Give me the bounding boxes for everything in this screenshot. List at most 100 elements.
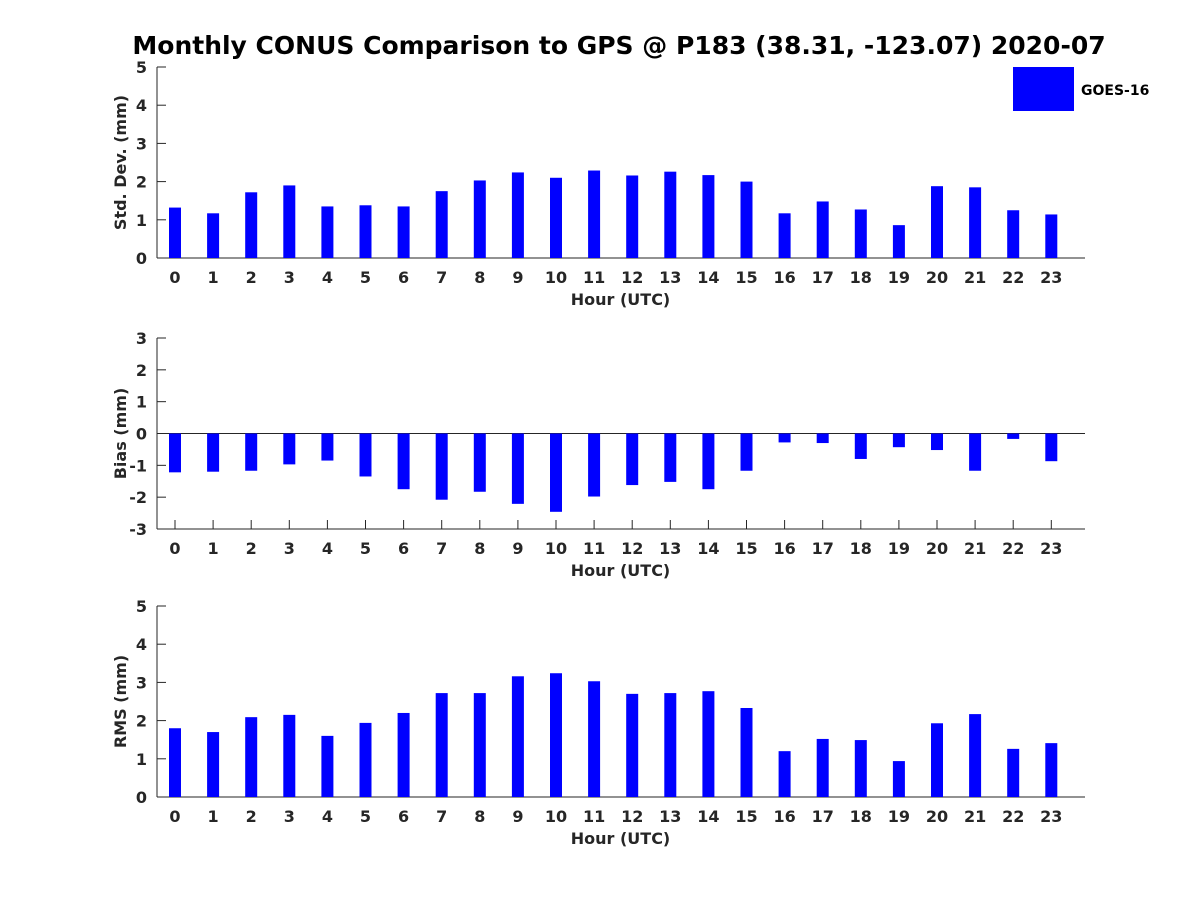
bar-std-dev-hour-20 — [931, 186, 943, 258]
bar-std-dev-hour-2 — [245, 192, 258, 258]
x-tick-label: 6 — [398, 268, 409, 287]
x-tick-label: 2 — [246, 539, 257, 558]
bar-std-dev-hour-6 — [397, 206, 410, 258]
bar-std-dev-hour-14 — [702, 175, 715, 258]
bar-std-dev-hour-23 — [1045, 214, 1058, 258]
bar-bias-hour-3 — [283, 433, 296, 465]
x-tick-label: 3 — [284, 539, 295, 558]
x-tick-label: 23 — [1040, 539, 1062, 558]
bar-rms-hour-13 — [664, 693, 677, 797]
bar-rms-hour-0 — [169, 728, 181, 797]
x-tick-label: 13 — [659, 807, 681, 826]
x-tick-label: 7 — [436, 539, 447, 558]
y-tick-label: 2 — [136, 361, 147, 380]
y-axis-label: RMS (mm) — [111, 655, 130, 748]
x-tick-label: 9 — [512, 539, 523, 558]
y-tick-label: -3 — [129, 520, 147, 539]
bar-std-dev-hour-16 — [778, 213, 791, 258]
bar-std-dev-hour-10 — [550, 177, 562, 258]
x-tick-label: 14 — [697, 539, 719, 558]
bar-rms-hour-16 — [778, 751, 791, 797]
x-tick-label: 10 — [545, 807, 567, 826]
x-tick-label: 8 — [474, 268, 485, 287]
bar-rms-hour-1 — [207, 732, 220, 797]
x-tick-label: 22 — [1002, 807, 1024, 826]
bar-bias-hour-10 — [550, 433, 562, 512]
bar-bias-hour-17 — [816, 433, 829, 444]
x-tick-label: 1 — [208, 539, 219, 558]
x-tick-label: 15 — [735, 807, 757, 826]
x-tick-label: 7 — [436, 807, 447, 826]
legend-label: GOES-16 — [1081, 83, 1149, 99]
x-tick-label: 6 — [398, 807, 409, 826]
bar-std-dev-hour-11 — [588, 170, 601, 258]
bar-bias-hour-13 — [664, 433, 677, 482]
x-tick-label: 5 — [360, 268, 371, 287]
bar-bias-hour-23 — [1045, 433, 1058, 462]
y-tick-label: 4 — [136, 635, 147, 654]
bar-std-dev-hour-3 — [283, 185, 296, 258]
x-tick-label: 4 — [322, 539, 333, 558]
x-tick-label: 17 — [812, 268, 834, 287]
bar-std-dev-hour-4 — [321, 206, 334, 258]
bar-std-dev-hour-5 — [359, 205, 372, 258]
x-tick-label: 7 — [436, 268, 447, 287]
y-tick-label: 4 — [136, 96, 147, 115]
x-tick-label: 21 — [964, 807, 986, 826]
bar-rms-hour-21 — [969, 714, 982, 797]
x-tick-label: 9 — [512, 268, 523, 287]
bar-bias-hour-1 — [207, 433, 220, 472]
y-tick-label: 1 — [136, 393, 147, 412]
x-tick-label: 11 — [583, 807, 605, 826]
bar-rms-hour-18 — [854, 740, 867, 797]
bar-rms-hour-12 — [626, 693, 639, 797]
bar-bias-hour-15 — [740, 433, 753, 471]
bar-bias-hour-0 — [169, 433, 181, 473]
x-tick-label: 18 — [850, 807, 872, 826]
bar-bias-hour-22 — [1007, 433, 1020, 439]
bar-rms-hour-5 — [359, 722, 372, 797]
bar-std-dev-hour-7 — [435, 191, 448, 258]
x-tick-label: 0 — [169, 539, 180, 558]
bar-bias-hour-12 — [626, 433, 639, 486]
y-tick-label: 3 — [136, 134, 147, 153]
bar-std-dev-hour-22 — [1007, 210, 1020, 258]
y-tick-label: 0 — [136, 425, 147, 444]
x-tick-label: 19 — [888, 807, 910, 826]
x-tick-label: 13 — [659, 268, 681, 287]
x-tick-label: 16 — [773, 539, 795, 558]
bar-rms-hour-14 — [702, 691, 715, 797]
y-tick-label: 1 — [136, 211, 147, 230]
bar-rms-hour-11 — [588, 681, 601, 797]
bar-bias-hour-7 — [435, 433, 448, 500]
y-tick-label: 3 — [136, 673, 147, 692]
x-tick-label: 14 — [697, 807, 719, 826]
x-tick-label: 15 — [735, 539, 757, 558]
legend: GOES-16 — [1013, 67, 1149, 111]
bar-bias-hour-4 — [321, 433, 334, 461]
bar-rms-hour-17 — [816, 738, 829, 797]
bar-bias-hour-9 — [511, 433, 524, 504]
x-tick-label: 12 — [621, 268, 643, 287]
figure-title: Monthly CONUS Comparison to GPS @ P183 (… — [132, 31, 1105, 60]
bar-rms-hour-8 — [473, 693, 486, 797]
x-tick-label: 23 — [1040, 268, 1062, 287]
bar-std-dev-hour-13 — [664, 171, 677, 258]
x-tick-label: 4 — [322, 807, 333, 826]
bar-std-dev-hour-1 — [207, 213, 220, 258]
bar-bias-hour-5 — [359, 433, 372, 477]
x-tick-label: 11 — [583, 539, 605, 558]
y-tick-label: 1 — [136, 750, 147, 769]
bar-bias-hour-14 — [702, 433, 715, 490]
bar-bias-hour-11 — [588, 433, 601, 497]
bar-std-dev-hour-21 — [969, 187, 982, 258]
bar-bias-hour-21 — [969, 433, 982, 471]
x-tick-label: 2 — [246, 807, 257, 826]
y-axis-label: Std. Dev. (mm) — [111, 95, 130, 230]
bar-bias-hour-8 — [473, 433, 486, 492]
x-tick-label: 0 — [169, 268, 180, 287]
y-axis-label: Bias (mm) — [111, 388, 130, 480]
